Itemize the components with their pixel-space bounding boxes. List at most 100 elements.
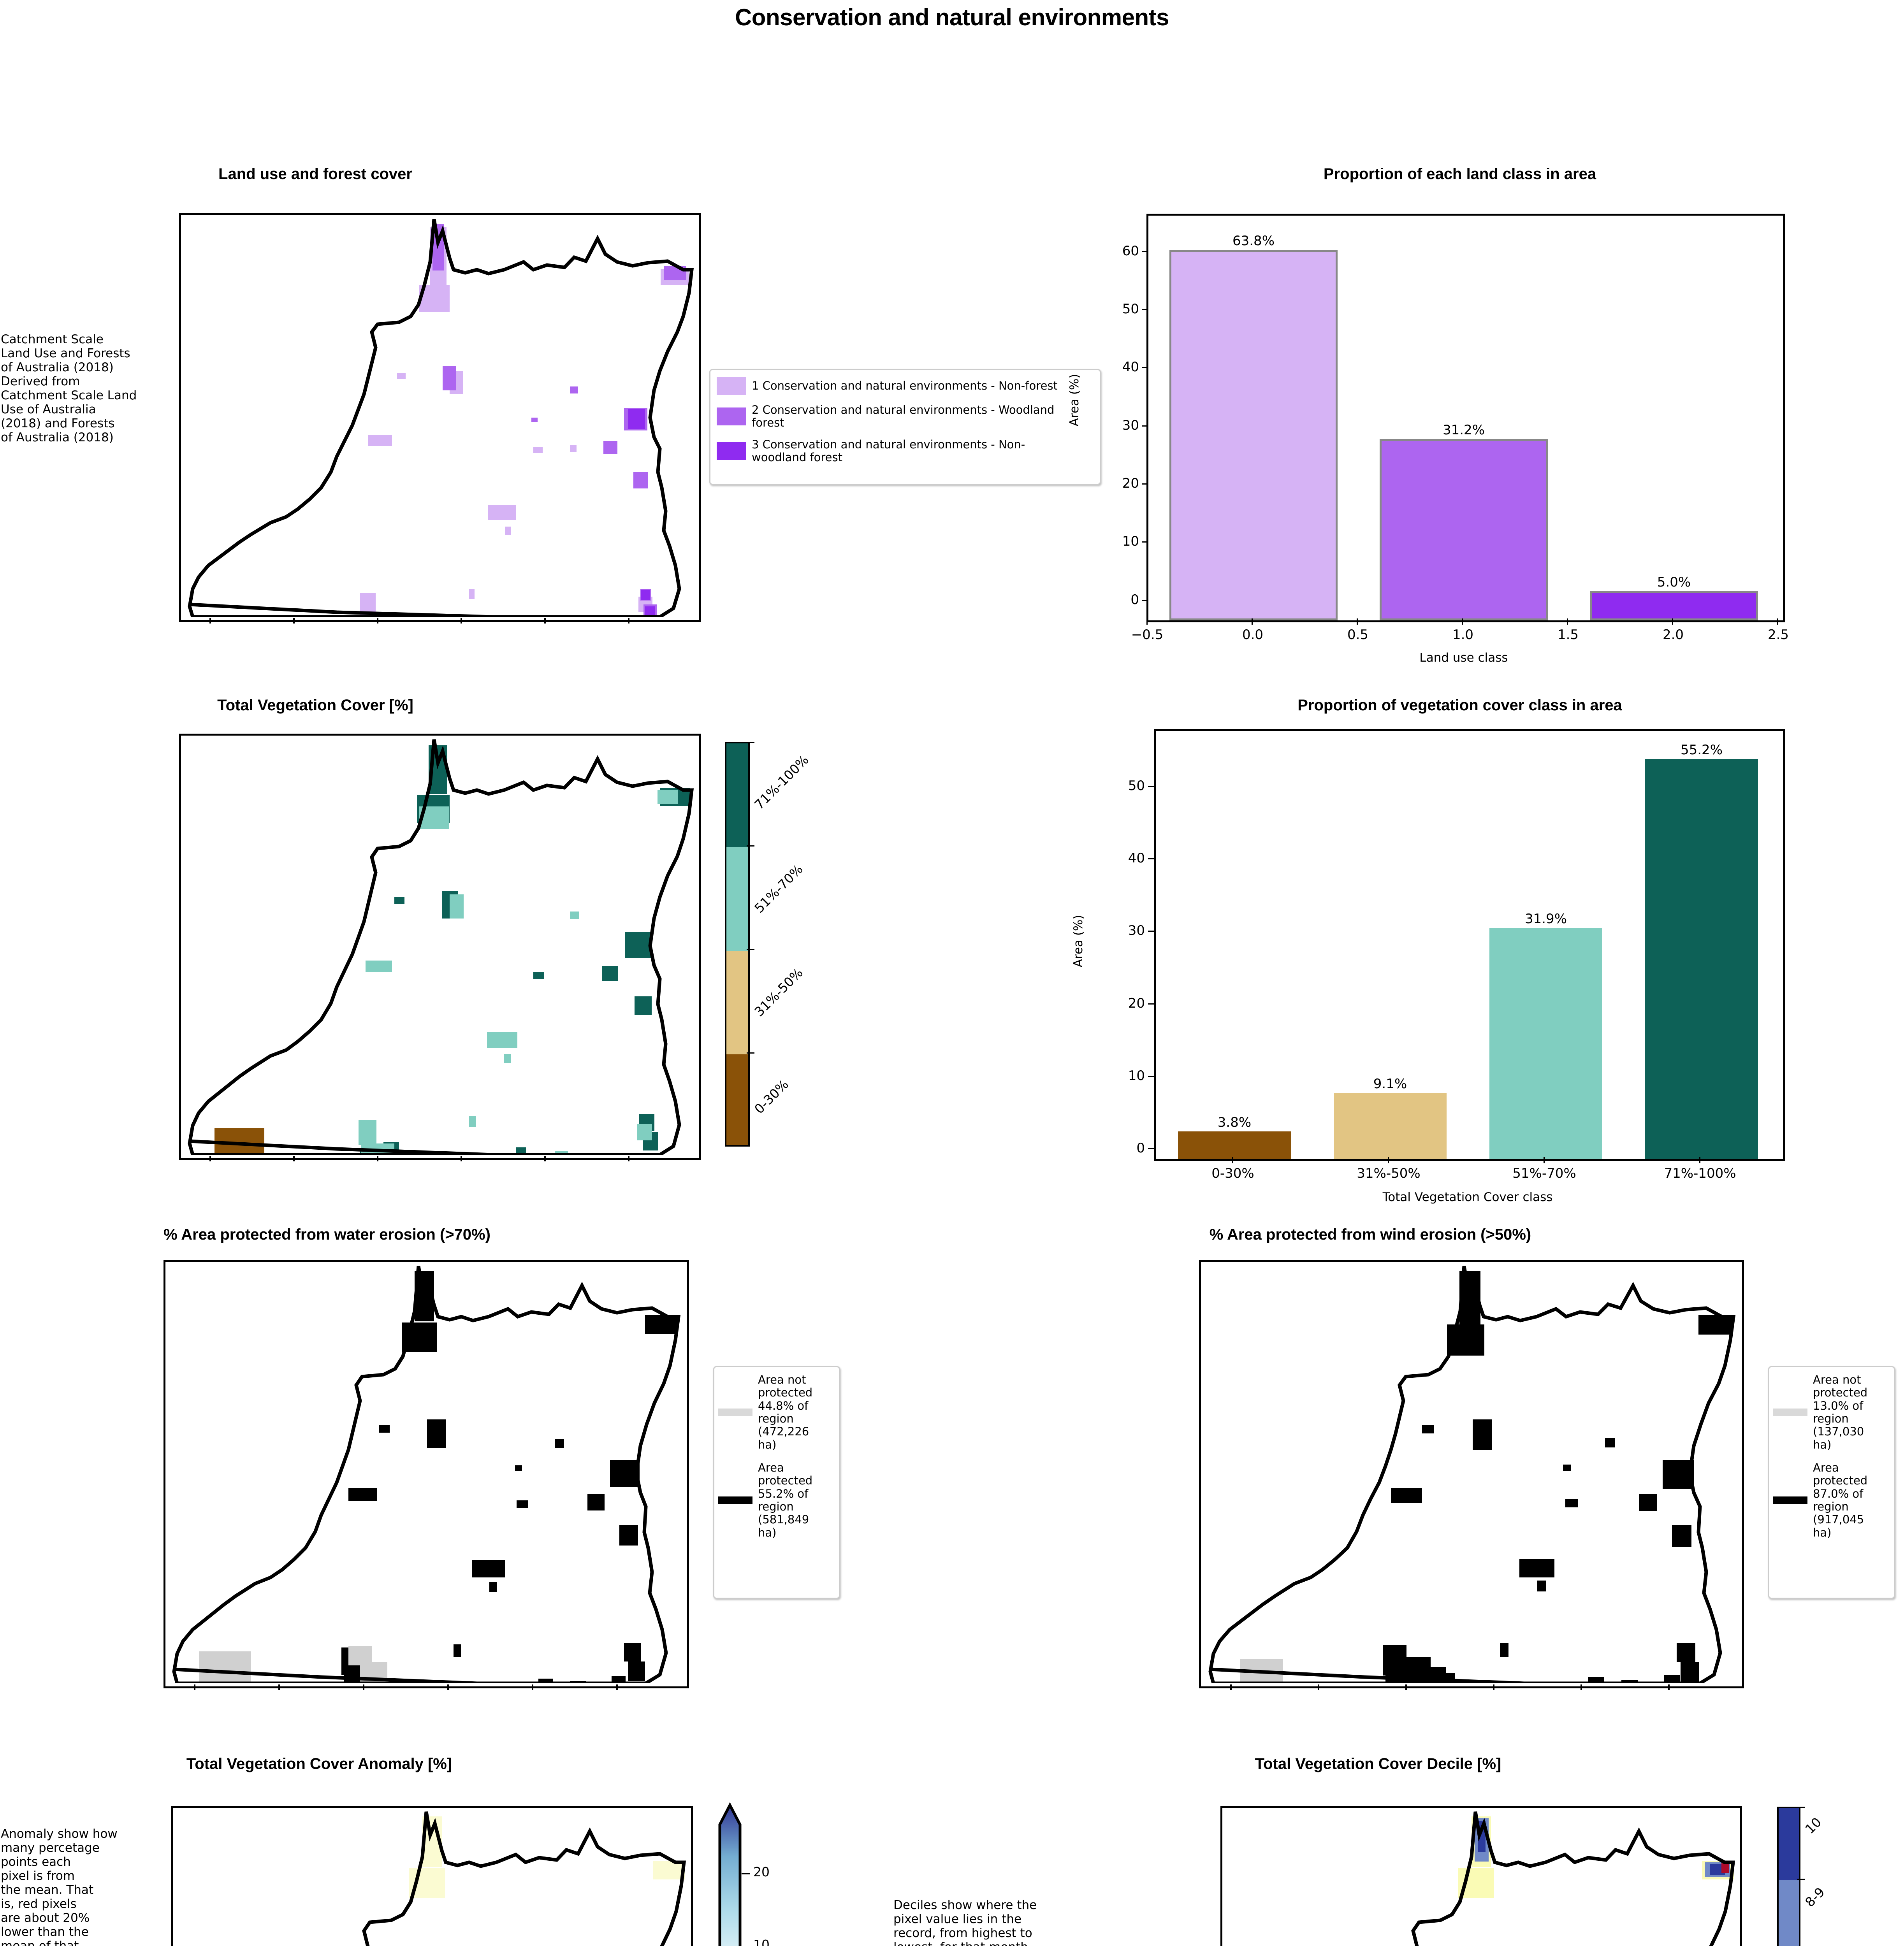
bar-value-label: 31.2% bbox=[1442, 422, 1485, 438]
colorbar-segment-10 bbox=[1779, 1808, 1799, 1881]
legend-item: 3 Conservation and natural environments … bbox=[717, 438, 1094, 464]
decile-side-note: Deciles show where the pixel value lies … bbox=[893, 1898, 1037, 1946]
colorbar-tick-label: 8-9 bbox=[1802, 1884, 1828, 1910]
water-erosion-map[interactable] bbox=[164, 1260, 689, 1688]
land-class-chart-title: Proportion of each land class in area bbox=[1323, 165, 1596, 183]
colorbar-tick-label: 71%-100% bbox=[751, 752, 812, 813]
water-erosion-legend: Area not protected 44.8% of region (472,… bbox=[713, 1366, 840, 1599]
anomaly-colorbar-ticks: 20 10 0 −10 −20 bbox=[742, 1802, 858, 1946]
x-tick-label: 71%-100% bbox=[1664, 1166, 1736, 1181]
page-title: Conservation and natural environments bbox=[735, 4, 1169, 30]
colorbar-segment-71-100 bbox=[726, 743, 748, 847]
x-tick-label: 2.0 bbox=[1662, 627, 1684, 643]
veg-cover-map-axis-ticks bbox=[179, 1156, 697, 1162]
colorbar-tick-label: 51%-70% bbox=[751, 861, 806, 916]
wind-erosion-map-svg bbox=[1201, 1262, 1739, 1683]
legend-swatch-nonforest bbox=[717, 377, 746, 395]
y-tick-label: 0 bbox=[1136, 1140, 1145, 1156]
legend-label: Area not protected 44.8% of region (472,… bbox=[758, 1373, 813, 1451]
land-class-chart-xlabel: Land use class bbox=[1419, 651, 1508, 665]
y-tick-label: 30 bbox=[1122, 418, 1139, 433]
legend-swatch-woodland-forest bbox=[717, 407, 746, 426]
x-tick-label: 0-30% bbox=[1211, 1166, 1254, 1181]
veg-cover-chart-xaxis: 0-30% 31%-50% 51%-70% 71%-100% bbox=[1154, 1157, 1781, 1192]
veg-cover-map-svg bbox=[181, 736, 696, 1155]
legend-label: Area protected 55.2% of region (581,849 … bbox=[758, 1461, 813, 1539]
bar[interactable] bbox=[1334, 1093, 1447, 1159]
legend-label: 1 Conservation and natural environments … bbox=[752, 379, 1058, 393]
y-tick-label: 40 bbox=[1128, 850, 1145, 866]
legend-item: 2 Conservation and natural environments … bbox=[717, 403, 1094, 430]
land-use-side-note: Catchment Scale Land Use and Forests of … bbox=[1, 332, 137, 444]
legend-item: Area protected 55.2% of region (581,849 … bbox=[718, 1461, 835, 1539]
bar-value-label: 9.1% bbox=[1373, 1076, 1407, 1092]
legend-item: Area protected 87.0% of region (917,045 … bbox=[1773, 1461, 1890, 1539]
bar[interactable] bbox=[1178, 1131, 1291, 1159]
anomaly-map-svg bbox=[173, 1808, 688, 1946]
wind-erosion-legend: Area not protected 13.0% of region (137,… bbox=[1768, 1366, 1895, 1599]
bar-value-label: 5.0% bbox=[1657, 574, 1691, 590]
colorbar-tick-label: 31%-50% bbox=[751, 965, 806, 1020]
colorbar-segment-51-70 bbox=[726, 847, 748, 951]
veg-cover-map[interactable] bbox=[179, 734, 701, 1160]
land-use-map-title: Land use and forest cover bbox=[218, 165, 412, 183]
bar[interactable] bbox=[1380, 439, 1548, 620]
veg-cover-chart-ylabel: Area (%) bbox=[1071, 915, 1085, 968]
colorbar-segment-31-50 bbox=[726, 950, 748, 1054]
x-tick-label: 1.5 bbox=[1557, 627, 1579, 643]
colorbar-segment-0-30 bbox=[726, 1054, 748, 1145]
x-tick-label: 31%-50% bbox=[1357, 1166, 1421, 1181]
veg-cover-chart-title: Proportion of vegetation cover class in … bbox=[1297, 697, 1622, 714]
y-tick-label: 30 bbox=[1128, 923, 1145, 938]
x-tick-label: −0.5 bbox=[1131, 627, 1164, 643]
anomaly-side-note: Anomaly show how many percetage points e… bbox=[1, 1827, 118, 1946]
legend-item: 1 Conservation and natural environments … bbox=[717, 377, 1094, 395]
y-tick-label: 50 bbox=[1122, 301, 1139, 317]
veg-cover-map-title: Total Vegetation Cover [%] bbox=[217, 697, 413, 714]
land-class-chart-ylabel: Area (%) bbox=[1067, 374, 1081, 427]
legend-item: Area not protected 13.0% of region (137,… bbox=[1773, 1373, 1890, 1451]
land-use-map[interactable] bbox=[179, 213, 701, 622]
decile-colorbar bbox=[1777, 1807, 1800, 1946]
y-tick-label: 20 bbox=[1122, 476, 1139, 491]
bar[interactable] bbox=[1489, 928, 1602, 1159]
colorbar-tick-label: 10 bbox=[1802, 1814, 1825, 1837]
y-tick-label: 20 bbox=[1128, 996, 1145, 1011]
land-class-chart-xaxis: −0.5 0.0 0.5 1.0 1.5 2.0 2.5 bbox=[1131, 618, 1789, 653]
decile-map[interactable] bbox=[1220, 1806, 1742, 1946]
bar[interactable] bbox=[1645, 759, 1758, 1159]
land-class-chart-yaxis: 60 50 40 30 20 10 0 bbox=[1102, 214, 1148, 618]
legend-swatch-not-protected bbox=[1773, 1409, 1807, 1417]
legend-swatch-protected bbox=[718, 1496, 752, 1505]
y-tick-label: 10 bbox=[1128, 1068, 1145, 1084]
water-erosion-map-svg bbox=[165, 1262, 684, 1683]
x-tick-label: 1.0 bbox=[1452, 627, 1474, 643]
x-tick-label: 51%-70% bbox=[1512, 1166, 1576, 1181]
legend-swatch-not-protected bbox=[718, 1409, 752, 1417]
land-use-legend: 1 Conservation and natural environments … bbox=[709, 369, 1101, 485]
land-class-chart[interactable]: 63.8% 31.2% 5.0% bbox=[1146, 214, 1785, 622]
x-tick-label: 2.5 bbox=[1767, 627, 1789, 643]
x-tick-label: 0.5 bbox=[1347, 627, 1369, 643]
water-erosion-map-title: % Area protected from water erosion (>70… bbox=[164, 1226, 491, 1243]
colorbar-tick-label: 0-30% bbox=[751, 1077, 791, 1117]
decile-map-svg bbox=[1222, 1808, 1737, 1946]
legend-item: Area not protected 44.8% of region (472,… bbox=[718, 1373, 835, 1451]
legend-swatch-nonwoodland-forest bbox=[717, 442, 746, 460]
y-tick-label: 0 bbox=[1130, 592, 1139, 608]
veg-cover-chart[interactable]: 3.8% 9.1% 31.9% 55.2% bbox=[1154, 729, 1785, 1161]
bar[interactable] bbox=[1590, 591, 1758, 620]
water-erosion-map-axis-ticks bbox=[164, 1684, 685, 1691]
wind-erosion-map-title: % Area protected from wind erosion (>50%… bbox=[1209, 1226, 1531, 1243]
y-tick-label: 10 bbox=[1122, 534, 1139, 549]
legend-label: 3 Conservation and natural environments … bbox=[752, 437, 1025, 464]
anomaly-map[interactable] bbox=[171, 1806, 693, 1946]
wind-erosion-map[interactable] bbox=[1199, 1260, 1744, 1688]
veg-cover-colorbar-ticks: 71%-100% 51%-70% 31%-50% 0-30% bbox=[747, 742, 902, 1147]
land-use-map-axis-ticks bbox=[179, 618, 697, 624]
bar-value-label: 55.2% bbox=[1680, 742, 1723, 758]
bar[interactable] bbox=[1169, 250, 1338, 620]
decile-colorbar-ticks: 10 8-9 4-7 2-3 1 bbox=[1797, 1807, 1899, 1946]
bar-value-label: 31.9% bbox=[1524, 911, 1567, 927]
y-tick-label: 40 bbox=[1122, 359, 1139, 375]
